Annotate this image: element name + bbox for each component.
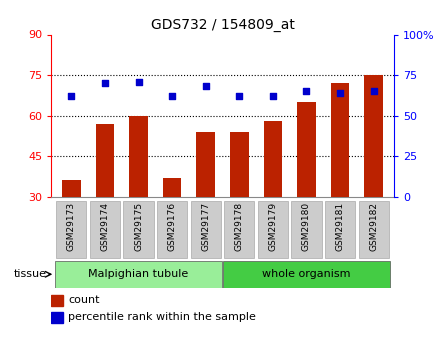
FancyBboxPatch shape <box>90 201 120 258</box>
Text: GSM29173: GSM29173 <box>67 202 76 251</box>
FancyBboxPatch shape <box>291 201 322 258</box>
FancyBboxPatch shape <box>224 201 255 258</box>
FancyBboxPatch shape <box>190 201 221 258</box>
Bar <box>230 132 249 197</box>
Text: GSM29175: GSM29175 <box>134 202 143 251</box>
Bar <box>163 178 182 197</box>
Point <box>202 83 209 89</box>
FancyBboxPatch shape <box>325 201 355 258</box>
Bar <box>331 83 349 197</box>
Point <box>169 93 176 99</box>
Bar <box>297 102 316 197</box>
Text: GSM29182: GSM29182 <box>369 202 378 251</box>
Text: percentile rank within the sample: percentile rank within the sample <box>69 312 256 322</box>
Text: GSM29179: GSM29179 <box>268 202 277 251</box>
Text: whole organism: whole organism <box>262 269 351 279</box>
Bar <box>51 312 63 323</box>
FancyBboxPatch shape <box>223 261 390 287</box>
FancyBboxPatch shape <box>359 201 389 258</box>
Bar <box>96 124 114 197</box>
Point <box>303 89 310 94</box>
Point <box>101 80 109 86</box>
FancyBboxPatch shape <box>123 201 154 258</box>
FancyBboxPatch shape <box>56 201 86 258</box>
FancyBboxPatch shape <box>55 261 222 287</box>
Text: count: count <box>69 296 100 305</box>
Point <box>336 90 344 96</box>
Point <box>236 93 243 99</box>
Text: GSM29181: GSM29181 <box>336 202 344 251</box>
Bar <box>62 180 81 197</box>
Text: GSM29180: GSM29180 <box>302 202 311 251</box>
Bar <box>364 75 383 197</box>
Point <box>269 93 276 99</box>
Text: GSM29178: GSM29178 <box>235 202 244 251</box>
FancyBboxPatch shape <box>258 201 288 258</box>
Bar <box>129 116 148 197</box>
Point <box>370 89 377 94</box>
FancyBboxPatch shape <box>157 201 187 258</box>
Text: tissue: tissue <box>14 269 47 279</box>
Title: GDS732 / 154809_at: GDS732 / 154809_at <box>150 18 295 32</box>
Text: GSM29174: GSM29174 <box>101 202 109 251</box>
Bar <box>51 295 63 306</box>
Text: Malpighian tubule: Malpighian tubule <box>89 269 189 279</box>
Text: GSM29176: GSM29176 <box>168 202 177 251</box>
Point <box>68 93 75 99</box>
Text: GSM29177: GSM29177 <box>201 202 210 251</box>
Bar <box>196 132 215 197</box>
Point <box>135 79 142 84</box>
Bar <box>263 121 282 197</box>
